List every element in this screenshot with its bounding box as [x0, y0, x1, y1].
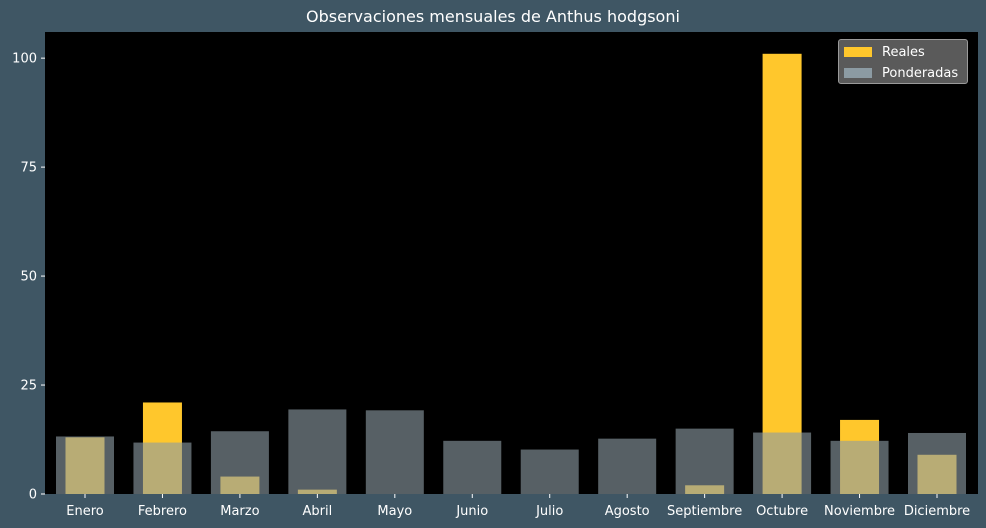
x-tick-label-agosto: Agosto [605, 504, 650, 519]
x-tick-label-diciembre: Diciembre [904, 504, 970, 519]
x-tick-label-septiembre: Septiembre [667, 504, 742, 519]
bar-ponderadas-junio [443, 440, 502, 494]
x-tick-label-junio: Junio [455, 504, 488, 519]
x-tick-label-octubre: Octubre [756, 504, 808, 519]
bar-ponderadas-abril [288, 409, 347, 494]
bar-ponderadas-agosto [598, 438, 657, 494]
x-tick-label-enero: Enero [66, 504, 104, 519]
y-tick-label-0: 0 [29, 488, 37, 503]
x-axis: Enero Febrero Marzo Abril Mayo Junio Julio Agos… [66, 494, 970, 519]
legend-label-reales: Reales [882, 44, 925, 60]
series-ponderadas [56, 409, 966, 494]
chart-title: Observaciones mensuales de Anthus hodgso… [306, 7, 680, 26]
bar-ponderadas-julio [520, 449, 579, 494]
bar-ponderadas-diciembre [908, 432, 966, 494]
legend-item-ponderadas: Ponderadas [844, 64, 958, 82]
y-tick-label-75: 75 [20, 161, 37, 176]
bar-ponderadas-febrero [133, 442, 192, 494]
x-tick-label-julio: Julio [535, 504, 563, 519]
bar-ponderadas-mayo [365, 410, 424, 494]
legend-swatch-reales [844, 47, 872, 57]
x-tick-label-febrero: Febrero [138, 504, 187, 519]
legend: Reales Ponderadas [838, 39, 968, 84]
x-tick-label-marzo: Marzo [220, 504, 259, 519]
x-tick-label-mayo: Mayo [377, 504, 412, 519]
x-tick-label-noviembre: Noviembre [824, 504, 895, 519]
legend-swatch-ponderadas [844, 68, 872, 78]
bar-reales-octubre [762, 53, 802, 495]
y-tick-label-100: 100 [12, 52, 37, 67]
bar-ponderadas-noviembre [830, 440, 889, 494]
plot-area [45, 32, 978, 494]
bar-ponderadas-enero [56, 436, 114, 494]
legend-item-reales: Reales [844, 43, 925, 61]
legend-label-ponderadas: Ponderadas [882, 65, 959, 81]
bar-ponderadas-marzo [210, 431, 269, 494]
x-tick-label-abril: Abril [303, 504, 333, 519]
y-tick-label-50: 50 [20, 270, 37, 285]
y-axis: 0 25 50 75 100 [12, 52, 45, 503]
bar-ponderadas-octubre [753, 432, 812, 494]
bar-ponderadas-septiembre [675, 428, 734, 494]
y-tick-label-25: 25 [20, 379, 37, 394]
